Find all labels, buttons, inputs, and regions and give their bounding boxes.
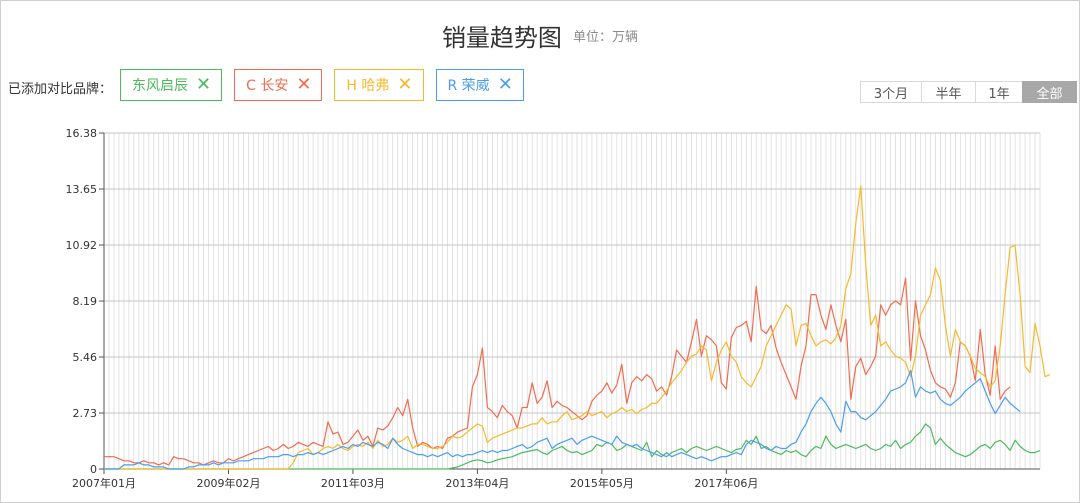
series-line-2 — [104, 277, 1011, 466]
y-tick-label: 10.92 — [66, 239, 98, 252]
x-tick-label: 2011年03月 — [321, 476, 385, 490]
brand-tag-changan[interactable]: C 长安 ✕ — [234, 69, 323, 101]
x-tick-label: 2009年02月 — [196, 476, 260, 490]
y-tick-label: 2.73 — [73, 407, 98, 420]
chart-header: 销量趋势图 单位：万辆 — [0, 18, 1080, 53]
brand-tag-label: 东风启辰 — [132, 78, 188, 94]
brand-tag-label: R 荣威 — [447, 78, 490, 94]
brand-tag-roewe[interactable]: R 荣威 ✕ — [435, 69, 524, 101]
brand-tag-label: H 哈弗 — [346, 78, 390, 94]
close-icon[interactable]: ✕ — [196, 74, 212, 95]
close-icon[interactable]: ✕ — [497, 74, 513, 95]
range-3-months-button[interactable]: 3个月 — [860, 81, 922, 103]
chart-title: 销量趋势图 — [441, 24, 562, 52]
series-line-3 — [104, 185, 1051, 470]
y-tick-label: 13.65 — [66, 183, 98, 196]
close-icon[interactable]: ✕ — [397, 74, 413, 95]
x-tick-label: 2015年05月 — [570, 476, 634, 490]
time-range-selector: 3个月 半年 1年 全部 — [860, 81, 1077, 103]
brand-tag-haval[interactable]: H 哈弗 ✕ — [334, 69, 424, 101]
y-tick-label: 5.46 — [73, 351, 98, 364]
x-tick-label: 2013年04月 — [445, 476, 509, 490]
close-icon[interactable]: ✕ — [296, 74, 312, 95]
series-line-4 — [104, 369, 1021, 470]
brand-tag-label: C 长安 — [246, 78, 289, 94]
y-tick-label: 8.19 — [73, 295, 98, 308]
x-tick-label: 2007年01月 — [72, 476, 136, 490]
range-all-button[interactable]: 全部 — [1022, 81, 1077, 103]
y-tick-label: 16.38 — [66, 127, 98, 140]
unit-label: 单位：万辆 — [573, 30, 639, 45]
x-tick-label: 2017年06月 — [694, 476, 758, 490]
range-half-year-button[interactable]: 半年 — [921, 81, 976, 103]
brand-tag-list: 东风启辰 ✕ C 长安 ✕ H 哈弗 ✕ R 荣威 ✕ — [120, 69, 524, 101]
range-1-year-button[interactable]: 1年 — [975, 81, 1023, 103]
y-tick-label: 0 — [90, 463, 97, 476]
compare-brands-label: 已添加对比品牌： — [8, 82, 113, 97]
brand-tag-dongfeng[interactable]: 东风启辰 ✕ — [120, 69, 223, 101]
